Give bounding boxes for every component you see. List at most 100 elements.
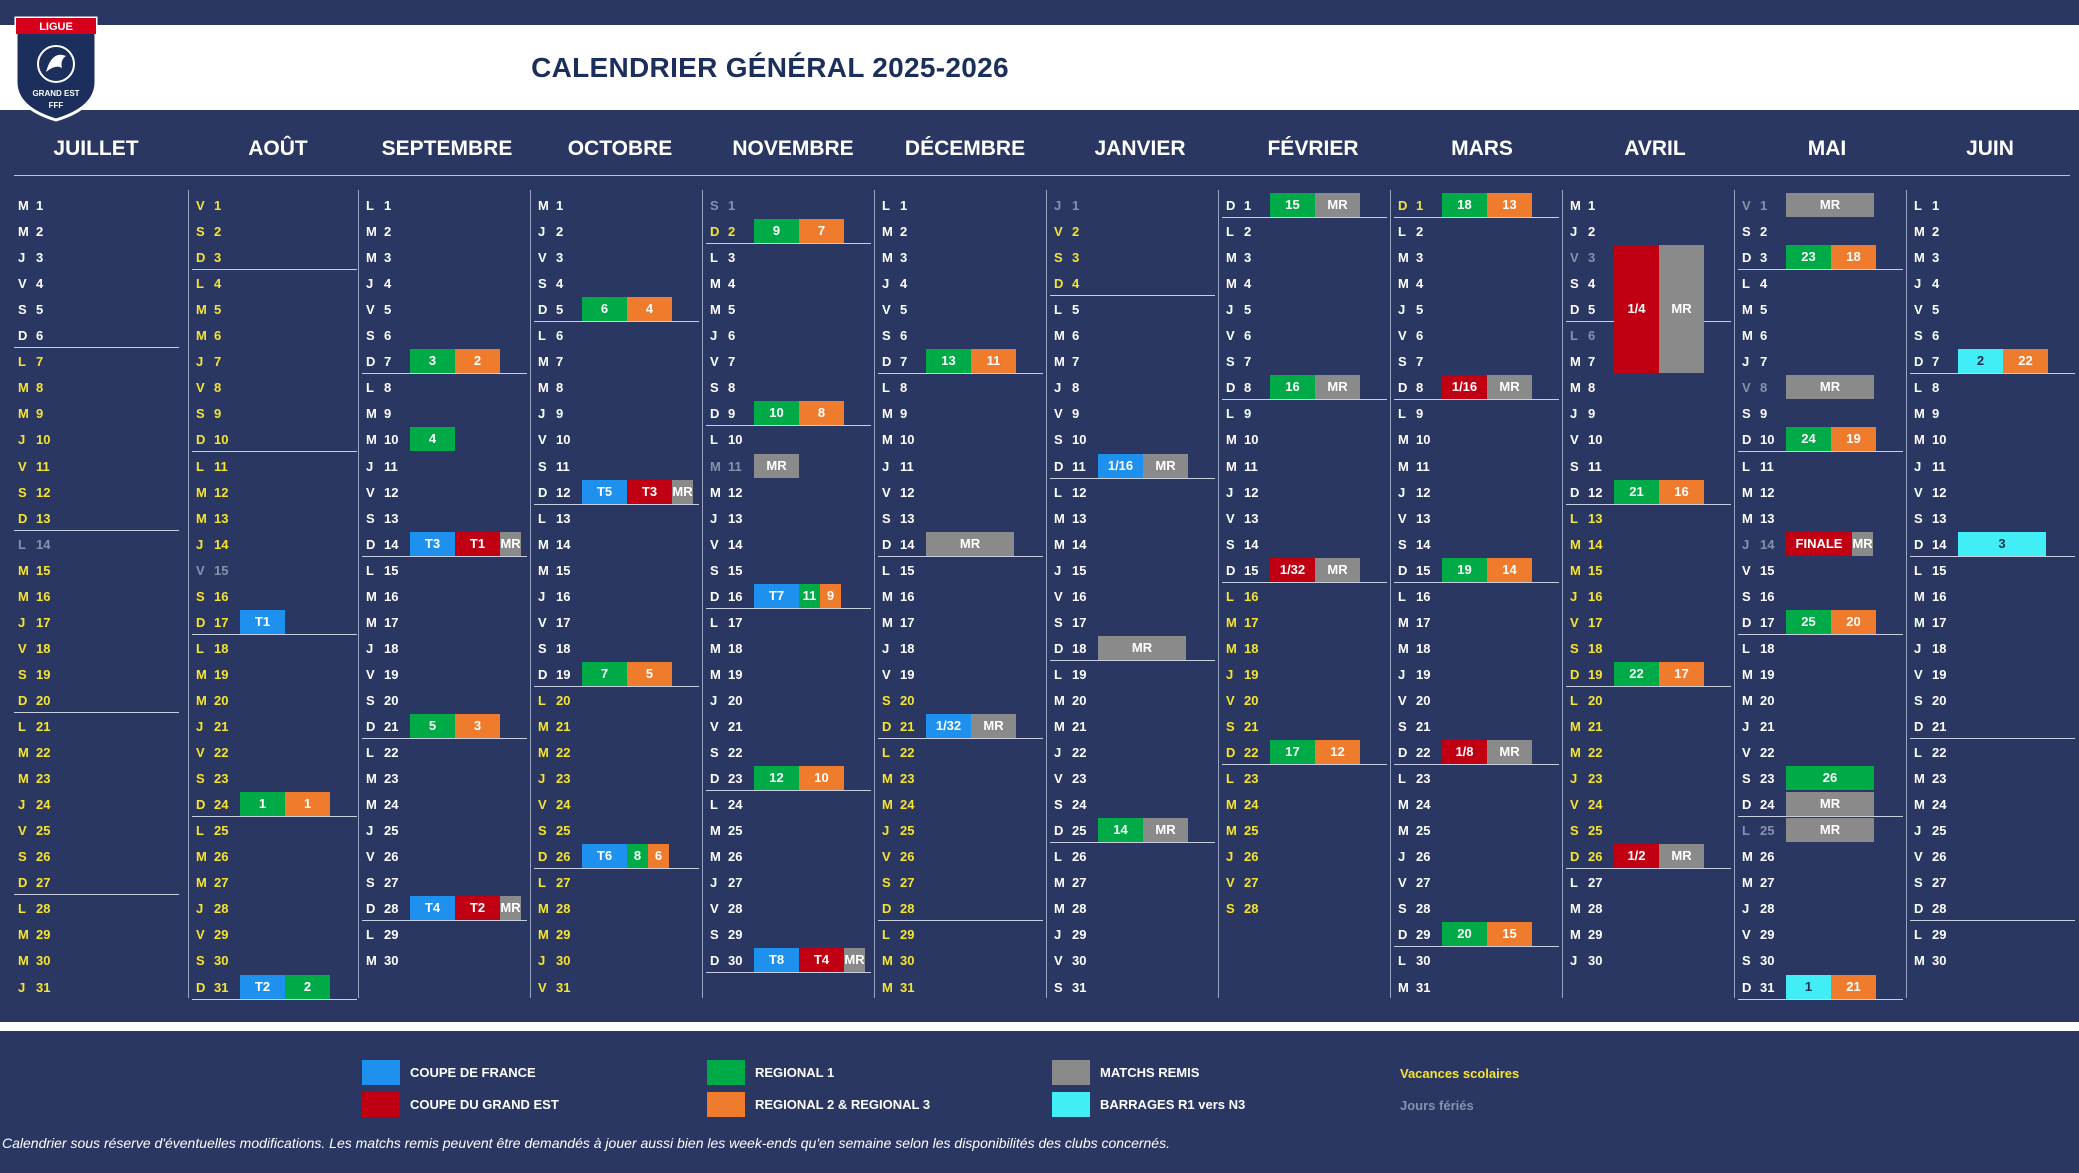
weekday-letter: V [1226, 510, 1235, 526]
day-number: 20 [1072, 692, 1087, 708]
day-number: 8 [1416, 380, 1424, 396]
day-number: 30 [36, 953, 51, 969]
weekday-letter: V [1914, 849, 1923, 865]
weekday-letter: L [710, 614, 718, 630]
day-number: 7 [1932, 354, 1940, 370]
weekday-letter: S [882, 875, 891, 891]
day-row: J 27 [706, 869, 871, 895]
weekday-letter: L [882, 927, 890, 943]
weekday-letter: V [1054, 588, 1063, 604]
day-number: 16 [1072, 588, 1087, 604]
day-row: J 18 [1910, 635, 2075, 661]
weekday-letter: V [1398, 692, 1407, 708]
weekday-letter: S [1914, 875, 1923, 891]
day-number: 18 [556, 640, 571, 656]
week-separator [706, 972, 871, 974]
weekday-letter: J [18, 979, 26, 995]
day-number: 16 [1932, 588, 1947, 604]
event-block: 22 [2003, 349, 2048, 374]
day-row: M 24 [1910, 791, 2075, 817]
week-separator [192, 633, 357, 635]
day-number: 14 [1072, 536, 1087, 552]
day-number: 28 [556, 901, 571, 917]
day-row: L 14 [14, 531, 179, 557]
day-row: D 21 [878, 713, 1043, 739]
day-number: 6 [36, 328, 44, 344]
weekday-letter: M [882, 771, 893, 787]
weekday-letter: S [18, 484, 27, 500]
event-block: 2 [455, 349, 500, 374]
day-number: 25 [214, 823, 229, 839]
week-separator [1566, 868, 1731, 870]
day-number: 15 [1932, 562, 1947, 578]
weekday-letter: D [1742, 432, 1752, 448]
weekday-letter: J [538, 771, 546, 787]
weekday-letter: L [1742, 458, 1750, 474]
weekday-letter: D [1570, 302, 1580, 318]
day-number: 7 [1760, 354, 1768, 370]
event-block: 1/32 [1270, 557, 1315, 582]
legend-vacances: Vacances scolaires [1400, 1066, 1520, 1081]
day-row: V 22 [1738, 739, 1903, 765]
week-separator [192, 269, 357, 271]
weekday-letter: M [18, 927, 29, 943]
day-row: D 28 [1910, 895, 2075, 921]
legend-barrages: BARRAGES R1 vers N3 [1100, 1097, 1246, 1112]
day-row: L 19 [1050, 661, 1215, 687]
day-row: D 14 [362, 531, 527, 557]
weekday-letter: M [1742, 484, 1753, 500]
legend-regional23: REGIONAL 2 & REGIONAL 3 [755, 1097, 931, 1112]
weekday-letter: M [882, 588, 893, 604]
page-title: CALENDRIER GÉNÉRAL 2025-2026 [531, 52, 1009, 83]
weekday-letter: M [1054, 328, 1065, 344]
day-row: D 15 [1394, 557, 1559, 583]
day-number: 19 [36, 666, 51, 682]
day-row: L 11 [1738, 453, 1903, 479]
day-row: V 26 [362, 843, 527, 869]
day-row: S 22 [706, 739, 871, 765]
month-header-5: DÉCEMBRE [904, 137, 1026, 160]
weekday-letter: S [710, 927, 719, 943]
day-row: M 23 [1910, 765, 2075, 791]
day-row: S 31 [1050, 974, 1215, 1000]
weekday-letter: M [1914, 406, 1925, 422]
weekday-letter: J [882, 276, 890, 292]
day-number: 31 [1760, 979, 1775, 995]
day-number: 9 [1932, 406, 1940, 422]
event-block: 11 [799, 583, 820, 608]
day-number: 27 [36, 875, 51, 891]
weekday-letter: J [710, 510, 718, 526]
day-number: 4 [1932, 276, 1940, 292]
day-number: 24 [214, 797, 229, 813]
day-number: 19 [384, 666, 399, 682]
day-number: 12 [1244, 484, 1259, 500]
day-number: 31 [1072, 979, 1087, 995]
day-number: 26 [1760, 849, 1775, 865]
day-row: V 27 [1394, 869, 1559, 895]
day-number: 27 [384, 875, 399, 891]
weekday-letter: J [1398, 666, 1406, 682]
day-number: 28 [384, 901, 399, 917]
day-number: 19 [1588, 666, 1603, 682]
day-number: 15 [1588, 562, 1603, 578]
weekday-letter: L [1570, 692, 1578, 708]
day-row: S 20 [878, 687, 1043, 713]
event-block: T7 [754, 583, 799, 608]
day-number: 14 [1244, 536, 1259, 552]
event-block: MR [500, 896, 521, 921]
weekday-letter: M [882, 406, 893, 422]
weekday-letter: V [1742, 380, 1751, 396]
month-header-11: JUIN [1966, 137, 2014, 160]
day-number: 10 [36, 432, 51, 448]
day-number: 6 [556, 328, 564, 344]
day-number: 30 [214, 953, 229, 969]
